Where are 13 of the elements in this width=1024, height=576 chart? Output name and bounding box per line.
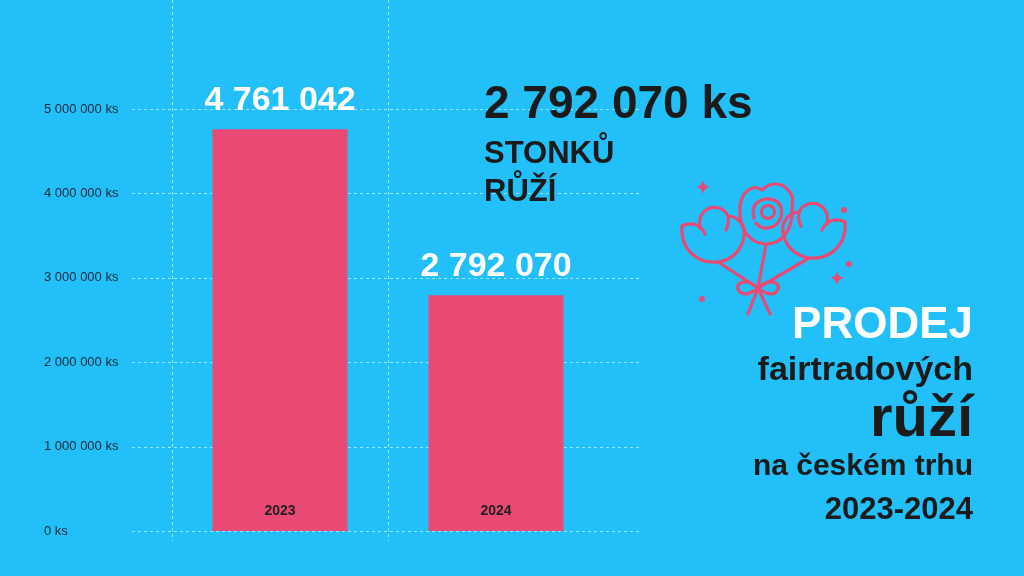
y-tick-label: 3 000 000 ks (44, 269, 119, 285)
annotation: STONKŮ RŮŽÍ (484, 134, 615, 210)
annotation: 2 792 070 ks (484, 76, 753, 128)
y-tick-label: 0 ks (44, 522, 69, 538)
text: PRODEJ fairtradových růží na českém trhu 2023-2024 (752, 298, 973, 528)
y-tick-label: 5 000 000 ks (44, 100, 119, 116)
x-tick-label: 2023 (264, 501, 296, 518)
x-tick-label: 2024 (480, 501, 512, 518)
data-label: 4 761 042 (204, 79, 356, 118)
y-tick-label: 2 000 000 ks (44, 353, 119, 369)
y-tick-label: 1 000 000 ks (44, 438, 119, 454)
y-tick-label: 4 000 000 ks (44, 184, 119, 200)
data-label: 2 792 070 (420, 245, 572, 284)
